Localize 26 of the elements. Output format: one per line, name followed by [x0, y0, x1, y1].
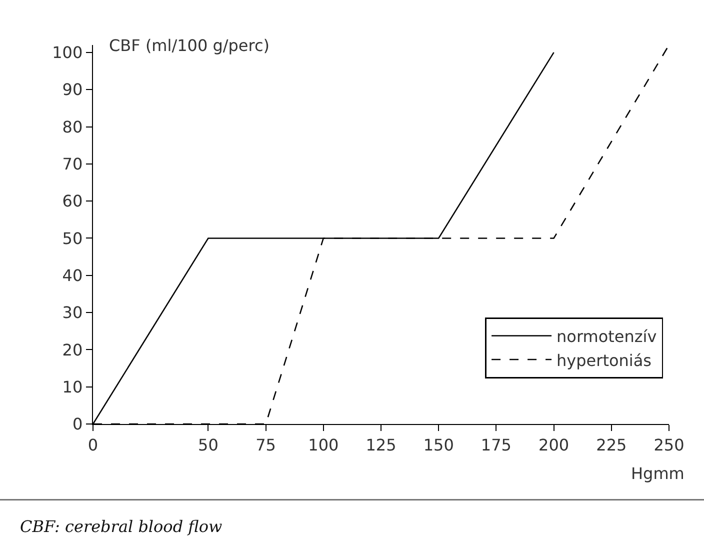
x-tick-label: 125 [366, 435, 396, 454]
y-axis-title: CBF (ml/100 g/perc) [109, 36, 270, 55]
y-tick-label: 100 [52, 43, 83, 62]
y-tick-label: 30 [62, 303, 83, 322]
y-tick-label: 90 [62, 80, 83, 100]
legend-label: hypertoniás [556, 350, 652, 370]
x-tick-label: 175 [480, 435, 512, 454]
y-tick-label: 70 [62, 154, 83, 174]
x-tick-label: 0 [88, 435, 98, 454]
x-tick-label: 200 [538, 435, 570, 454]
y-tick-label: 50 [62, 228, 83, 248]
legend-label: normotenzív [556, 326, 657, 346]
y-tick-label: 60 [62, 192, 83, 211]
y-tick-label: 80 [62, 117, 83, 136]
y-tick-label: 40 [62, 266, 83, 285]
x-tick-label: 50 [198, 435, 218, 454]
x-tick-label: 100 [308, 435, 339, 454]
text: CBF: cerebral blood flow [20, 517, 222, 536]
x-tick-label: 75 [256, 435, 276, 454]
x-tick-label: 150 [423, 435, 454, 454]
y-tick-label: 0 [72, 414, 83, 434]
y-tick-label: 20 [62, 340, 83, 360]
x-tick-label: 250 [654, 435, 684, 454]
y-tick-label: 10 [62, 377, 83, 396]
x-tick-label: 225 [596, 435, 627, 454]
x-axis-title: Hgmm [631, 464, 684, 483]
